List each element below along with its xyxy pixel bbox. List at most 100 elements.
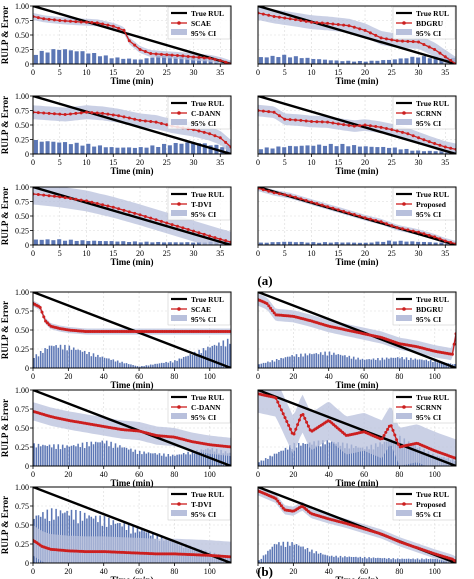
error-bar <box>291 542 293 563</box>
error-bar <box>70 349 73 368</box>
x-tick-label: 60 <box>360 470 368 479</box>
error-bar <box>51 141 56 154</box>
error-bar <box>72 445 75 466</box>
y-tick-label: 0 <box>25 241 29 250</box>
error-bar <box>46 446 49 466</box>
error-bar <box>423 360 425 368</box>
x-tick-label: 0 <box>256 567 260 576</box>
prediction-point <box>127 116 131 120</box>
prediction-point <box>154 218 158 222</box>
error-bar <box>39 350 42 368</box>
prediction-point <box>63 19 67 23</box>
prediction-point <box>433 142 437 146</box>
error-bar <box>193 453 196 466</box>
ci-band <box>258 104 456 154</box>
error-bar <box>379 360 381 368</box>
error-bar <box>86 354 88 368</box>
prediction-point <box>224 140 228 144</box>
prediction-point <box>400 130 404 134</box>
prediction-point <box>47 111 51 115</box>
error-bar <box>109 147 114 154</box>
error-bar <box>147 452 150 466</box>
legend-method-label: BDGRU <box>416 19 444 28</box>
error-bar <box>136 366 139 368</box>
error-bar <box>416 241 421 245</box>
error-bar <box>132 147 137 154</box>
error-bar <box>208 145 213 154</box>
prediction-point <box>154 120 158 124</box>
error-bar <box>176 360 178 368</box>
prediction-point <box>79 198 83 202</box>
prediction-point <box>138 48 142 51</box>
error-bar <box>264 362 267 368</box>
error-bar <box>191 354 194 368</box>
prediction-point <box>52 194 56 198</box>
legend-method-label: C-DANN <box>191 109 221 118</box>
error-bar <box>273 544 276 563</box>
x-axis-label: Time (min) <box>110 380 153 390</box>
prediction-point <box>304 198 308 202</box>
error-bar <box>173 56 178 64</box>
error-bar <box>394 357 397 368</box>
error-bar <box>412 558 414 563</box>
error-bar <box>317 242 322 245</box>
prediction-point <box>272 14 276 18</box>
error-bar <box>44 445 46 466</box>
error-bar <box>97 56 103 64</box>
error-bar <box>97 354 99 368</box>
error-bar <box>101 440 104 466</box>
error-bar <box>295 354 298 368</box>
y-tick-label: 0 <box>25 364 29 373</box>
y-tick-label: 1.00 <box>15 483 29 492</box>
error-bar <box>404 58 409 64</box>
x-tick-label: 20 <box>136 68 144 77</box>
prediction-point <box>267 110 271 114</box>
prediction-point <box>117 26 121 30</box>
y-axis-label: RULP & Error <box>0 496 10 554</box>
legend-true-rul-label: True RUL <box>416 99 449 108</box>
axes-frame <box>257 291 457 369</box>
error-bar <box>396 558 399 563</box>
error-bar <box>127 242 132 245</box>
x-tick-label: 20 <box>64 470 72 479</box>
prediction-point <box>197 231 201 235</box>
error-bar <box>77 443 79 466</box>
error-bar <box>182 453 185 466</box>
error-bar <box>264 242 269 245</box>
error-bar <box>119 362 121 368</box>
prediction-point <box>363 123 367 127</box>
error-bar <box>138 450 141 466</box>
error-bar <box>53 346 55 368</box>
y-tick-label: 0.25 <box>15 443 29 452</box>
error-bar <box>306 443 309 466</box>
error-bar <box>293 242 298 245</box>
error-bar <box>258 364 260 368</box>
error-bar <box>127 58 132 64</box>
y-tick-label: 0.75 <box>15 198 29 207</box>
error-bar <box>396 357 399 368</box>
error-bar <box>39 50 44 64</box>
prediction-point <box>170 223 174 227</box>
error-bar <box>45 52 50 64</box>
prediction-point <box>36 193 40 197</box>
ci-band <box>258 293 456 361</box>
error-bar <box>178 454 181 466</box>
x-tick-label: 25 <box>163 249 171 258</box>
error-bar <box>317 553 320 563</box>
prediction-point <box>315 21 319 25</box>
error-bar <box>433 242 438 245</box>
error-bar <box>305 145 310 154</box>
prediction-point <box>395 39 399 43</box>
error-bar <box>33 239 38 245</box>
prediction-point <box>294 427 298 431</box>
y-tick-label: 0.25 <box>15 345 29 354</box>
error-bar <box>224 346 227 368</box>
prediction-point <box>122 115 126 119</box>
error-bar <box>308 442 311 466</box>
error-bar <box>185 454 187 466</box>
prediction-point <box>406 39 410 43</box>
error-bar <box>443 560 445 563</box>
error-bar <box>383 557 386 563</box>
error-bar <box>429 558 432 563</box>
prediction-point <box>68 19 72 23</box>
